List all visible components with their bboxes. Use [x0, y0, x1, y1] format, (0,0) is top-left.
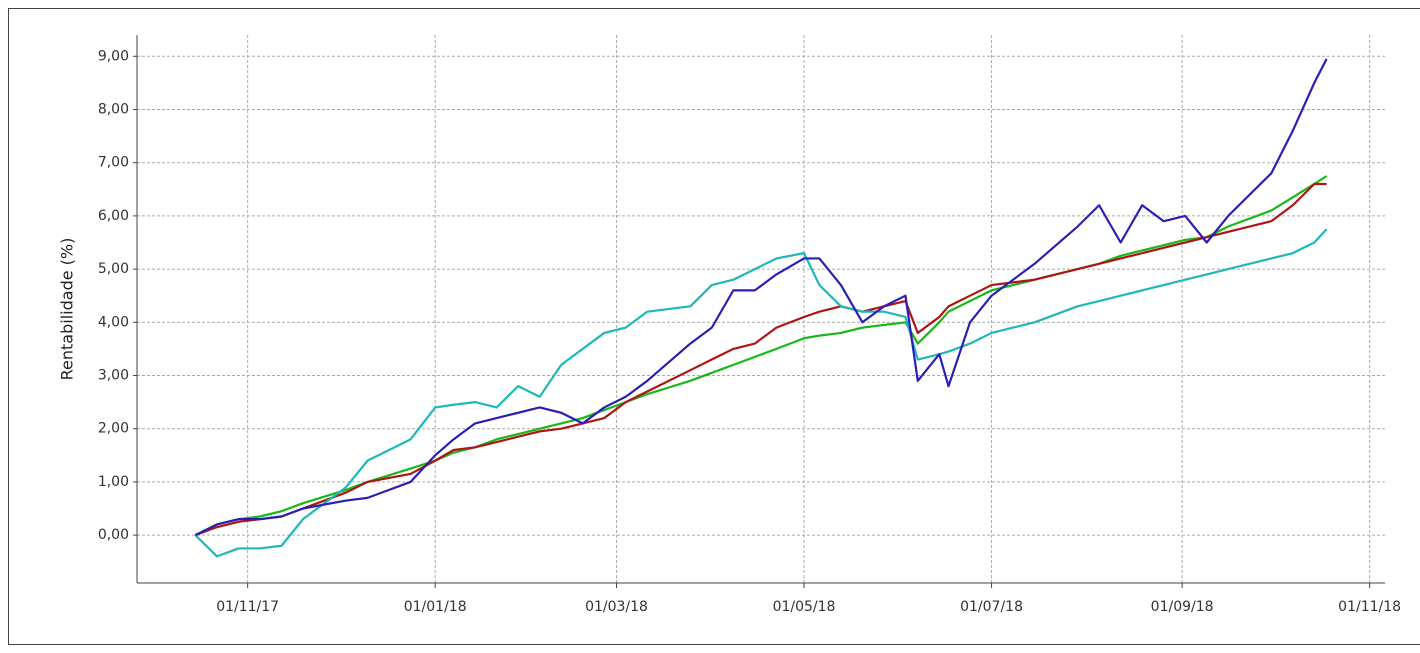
y-tick-label: 8,00 [98, 101, 129, 117]
x-tick-label: 01/11/17 [216, 599, 279, 615]
y-tick-label: 7,00 [98, 155, 129, 171]
y-tick-label: 4,00 [98, 314, 129, 330]
y-tick-label: 9,00 [98, 48, 129, 64]
x-tick-label: 01/11/18 [1338, 599, 1401, 615]
y-tick-label: 2,00 [98, 421, 129, 437]
y-tick-label: 0,00 [98, 527, 129, 543]
y-tick-label: 6,00 [98, 208, 129, 224]
x-tick-label: 01/07/18 [960, 599, 1023, 615]
x-tick-label: 01/03/18 [585, 599, 648, 615]
series-line [194, 175, 1328, 537]
frame [8, 8, 1420, 645]
y-tick-label: 5,00 [98, 261, 129, 277]
y-tick-label: 3,00 [98, 368, 129, 384]
x-tick-label: 01/05/18 [773, 599, 836, 615]
series-line [194, 228, 1328, 558]
series-line [194, 58, 1328, 537]
y-axis-label: Rentabilidade (%) [58, 238, 77, 381]
x-tick-label: 01/09/18 [1151, 599, 1214, 615]
x-tick-label: 01/01/18 [404, 599, 467, 615]
series-line [195, 182, 1327, 537]
y-tick-label: 1,00 [98, 474, 129, 490]
